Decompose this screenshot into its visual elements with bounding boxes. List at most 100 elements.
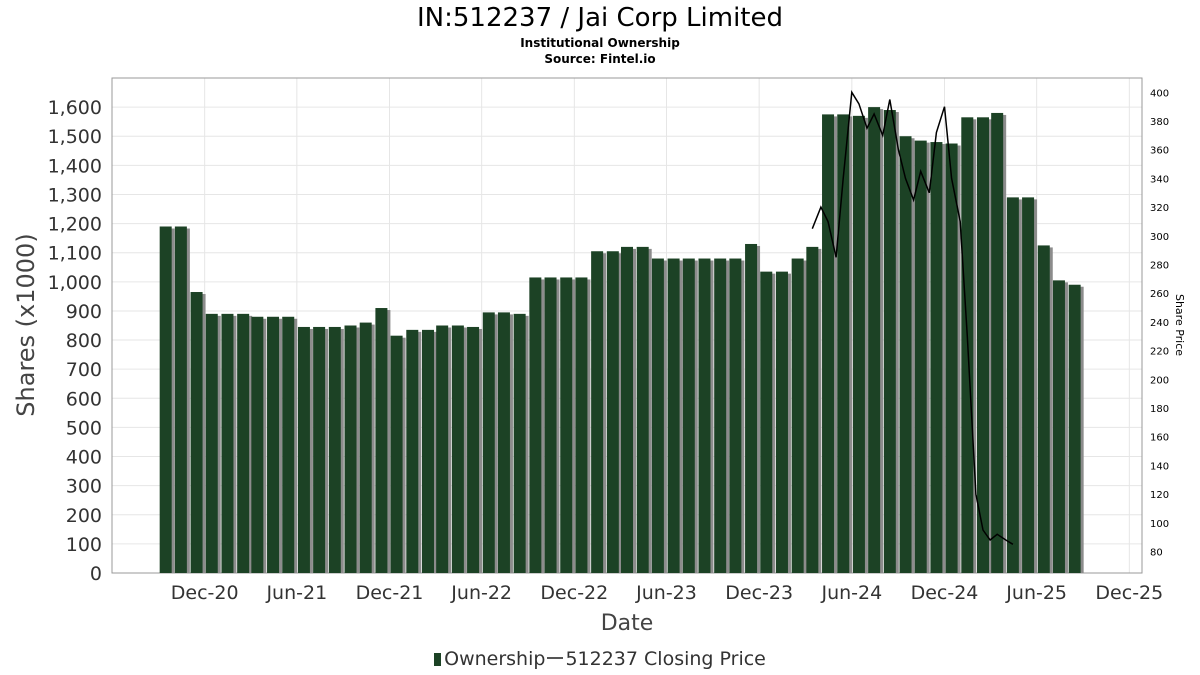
y-tick-label: 1,400: [48, 155, 102, 177]
ownership-bar: [159, 226, 172, 573]
ownership-bar: [636, 246, 649, 573]
chart-source: Source: Fintel.io: [544, 52, 656, 66]
y2-tick-label: 120: [1150, 490, 1169, 501]
ownership-bar: [544, 277, 557, 573]
price-swatch: [547, 657, 564, 659]
ownership-bar: [868, 107, 881, 573]
ownership-bar: [945, 143, 958, 573]
y2-axis-ticks: 80 100 120 140 160 180 200 220 240 260 280 300 320 34…: [1150, 88, 1169, 558]
y-tick-label: 1,100: [48, 243, 102, 265]
x-axis-label: Date: [601, 611, 654, 636]
y2-tick-label: 200: [1150, 375, 1169, 386]
ownership-bar: [174, 226, 187, 573]
ownership-bar: [1037, 245, 1050, 574]
x-tick-label: Dec-23: [725, 582, 793, 604]
ownership-bar: [667, 258, 680, 573]
ownership-bar: [976, 117, 989, 573]
y2-tick-label: 220: [1150, 347, 1169, 358]
ownership-bar: [1022, 197, 1035, 573]
ownership-bar: [328, 326, 341, 573]
x-tick-label: Jun-25: [1005, 582, 1067, 604]
x-tick-label: Jun-22: [450, 582, 512, 604]
ownership-bar: [344, 325, 357, 573]
ownership-bar: [682, 258, 695, 573]
y2-tick-label: 160: [1150, 433, 1169, 444]
ownership-bar: [237, 313, 250, 573]
ownership-bar: [606, 251, 619, 573]
y-tick-label: 0: [90, 563, 102, 585]
ownership-bar: [745, 243, 758, 573]
y-tick-label: 700: [66, 359, 102, 381]
ownership-bar: [791, 258, 804, 573]
ownership-bar: [775, 271, 788, 573]
ownership-bar: [714, 258, 727, 573]
y-tick-label: 1,600: [48, 97, 102, 119]
y-tick-label: 100: [66, 534, 102, 556]
ownership-swatch: [434, 653, 442, 666]
y-tick-label: 1,300: [48, 184, 102, 206]
ownership-bar: [1006, 197, 1019, 573]
ownership-bar: [205, 313, 218, 573]
ownership-bar: [806, 246, 819, 573]
ownership-bar: [451, 325, 464, 573]
y2-tick-label: 140: [1150, 461, 1169, 472]
ownership-bar: [313, 326, 326, 573]
ownership-bar: [852, 115, 865, 574]
x-tick-label: Dec-24: [911, 582, 979, 604]
y2-tick-label: 260: [1150, 289, 1169, 300]
x-tick-label: Dec-22: [540, 582, 608, 604]
ownership-bar: [267, 316, 280, 573]
y-tick-label: 200: [66, 505, 102, 527]
chart-subtitle: Institutional Ownership: [520, 36, 680, 50]
ownership-bar: [390, 335, 403, 573]
y2-tick-label: 380: [1150, 117, 1169, 128]
ownership-bar: [375, 308, 388, 573]
y-axis-label: Shares (x1000): [12, 233, 40, 416]
ownership-bar: [822, 114, 835, 573]
ownership-bar: [513, 313, 526, 573]
ownership-bar: [899, 136, 912, 573]
ownership-bar: [651, 258, 664, 573]
ownership-bar: [760, 271, 773, 573]
ownership-bar: [221, 313, 234, 573]
ownership-bar: [251, 316, 264, 573]
ownership-bar: [698, 258, 711, 573]
ownership-bar: [406, 329, 419, 573]
legend-ownership: Ownership: [444, 648, 546, 670]
ownership-bar: [729, 258, 742, 573]
x-tick-label: Dec-25: [1095, 582, 1163, 604]
y-tick-label: 1,200: [48, 214, 102, 236]
y2-tick-label: 300: [1150, 232, 1169, 243]
y-axis-ticks: 0 100 200 300 400 500 600 700 800 900 1,000 1,100 1,…: [48, 97, 102, 585]
y-tick-label: 300: [66, 476, 102, 498]
ownership-bar: [1068, 284, 1081, 573]
chart-title: IN:512237 / Jai Corp Limited: [417, 3, 783, 33]
y2-tick-label: 180: [1150, 404, 1169, 415]
ownership-bar: [297, 326, 310, 573]
x-tick-label: Jun-24: [820, 582, 882, 604]
y-tick-label: 600: [66, 388, 102, 410]
ownership-bar: [621, 246, 633, 573]
x-tick-label: Dec-20: [171, 582, 239, 604]
y2-tick-label: 400: [1150, 88, 1169, 99]
y2-tick-label: 360: [1150, 146, 1169, 157]
ownership-bar: [575, 277, 588, 573]
ownership-bar: [837, 114, 850, 573]
y2-tick-label: 80: [1150, 547, 1163, 558]
ownership-bar: [436, 325, 449, 573]
y-tick-label: 1,000: [48, 272, 102, 294]
ownership-bar: [1052, 280, 1065, 573]
y-tick-label: 800: [66, 330, 102, 352]
ownership-bar: [190, 292, 203, 573]
ownership-bar: [914, 140, 927, 573]
y-tick-label: 400: [66, 447, 102, 469]
ownership-bar: [560, 277, 573, 573]
chart-legend: Ownership 512237 Closing Price: [0, 647, 1200, 671]
ownership-bar: [359, 322, 372, 573]
ownership-bar: [930, 142, 943, 573]
ownership-bars: [159, 107, 1084, 574]
ownership-bar: [282, 316, 295, 573]
y2-tick-label: 280: [1150, 261, 1169, 272]
ownership-bar: [991, 112, 1004, 574]
